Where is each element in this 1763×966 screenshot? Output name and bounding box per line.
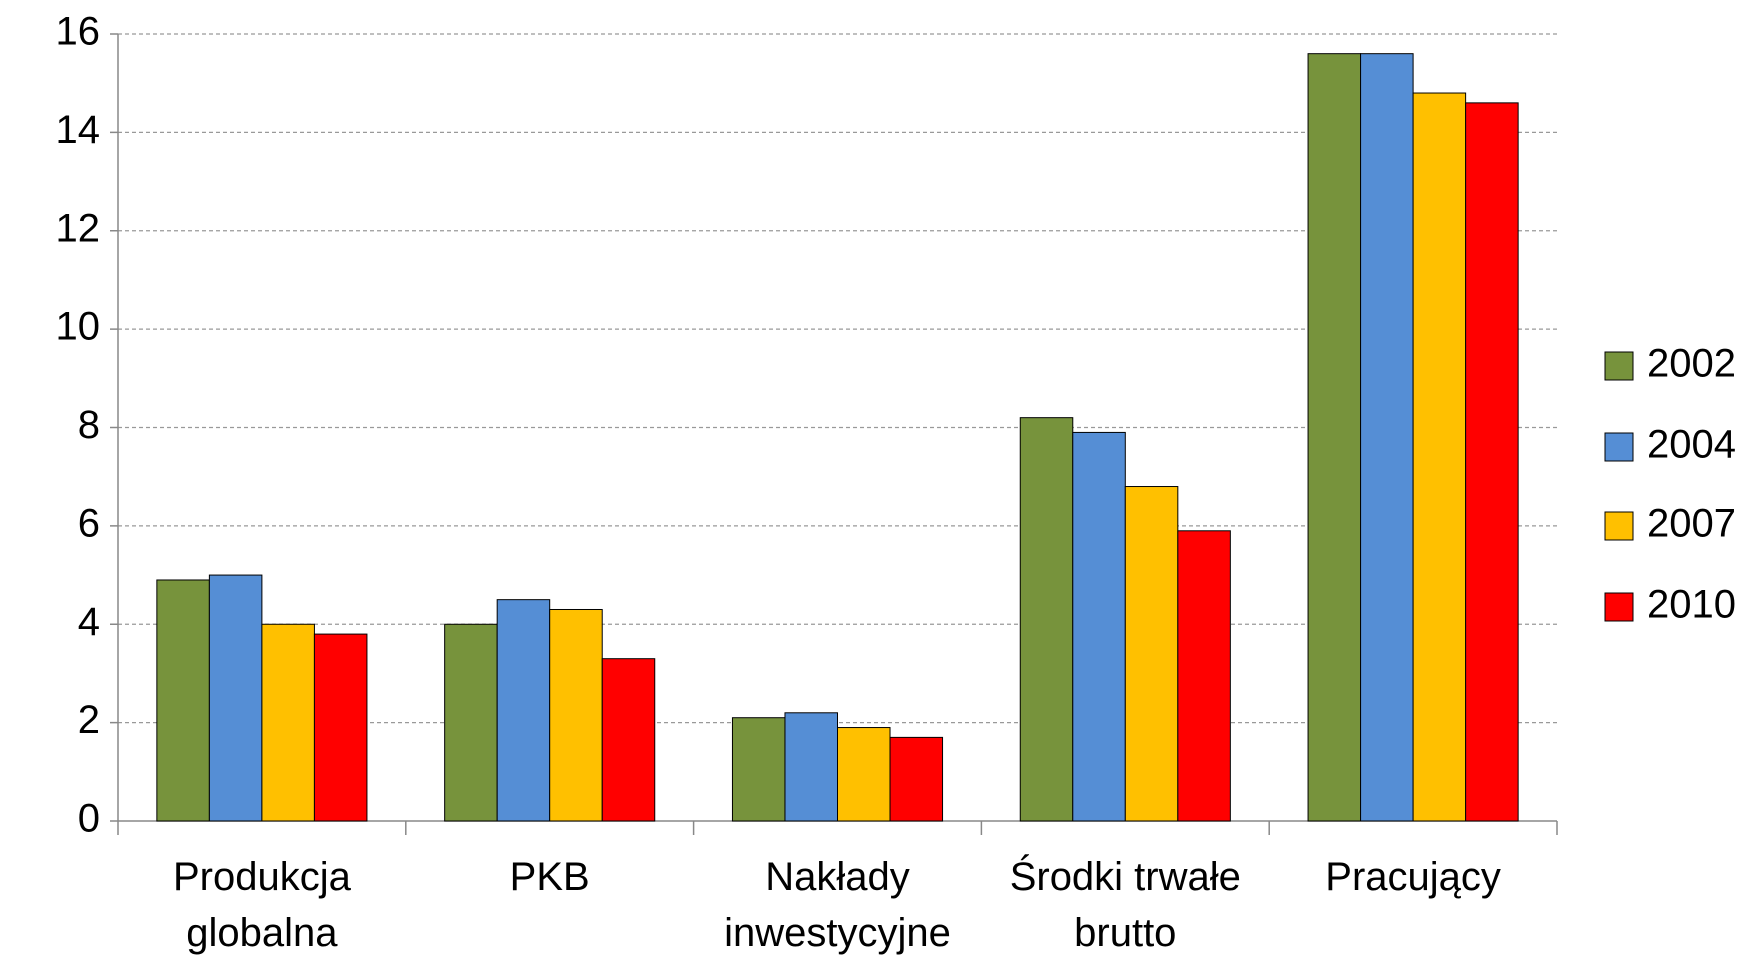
y-tick-label: 8 bbox=[78, 403, 100, 447]
legend-swatch bbox=[1604, 432, 1634, 462]
x-tick-label: Nakłady inwestycyjne bbox=[724, 855, 951, 955]
legend-label: 2002 bbox=[1647, 342, 1736, 386]
y-tick-label: 12 bbox=[56, 206, 101, 250]
x-tick-label: Pracujący bbox=[1325, 855, 1501, 899]
bar bbox=[549, 608, 603, 822]
bar bbox=[444, 623, 498, 822]
y-tick-label: 2 bbox=[78, 698, 100, 742]
bar bbox=[1307, 53, 1362, 822]
bar bbox=[1019, 417, 1074, 822]
bar bbox=[208, 574, 263, 822]
bar bbox=[261, 623, 315, 822]
legend-swatch bbox=[1604, 351, 1634, 381]
legend-swatch bbox=[1604, 592, 1634, 622]
bar bbox=[1124, 486, 1179, 822]
x-tick-label: Środki trwałe brutto bbox=[1009, 855, 1241, 955]
bar bbox=[784, 712, 838, 822]
bar bbox=[1360, 53, 1414, 822]
bar bbox=[889, 736, 944, 822]
legend-label: 2010 bbox=[1647, 583, 1736, 627]
legend-swatch bbox=[1604, 511, 1634, 541]
x-tick-label: Produkcja globalna bbox=[172, 855, 351, 955]
bar bbox=[731, 717, 786, 822]
y-tick-label: 16 bbox=[56, 10, 101, 54]
legend-label: 2004 bbox=[1647, 423, 1736, 467]
bar bbox=[837, 727, 891, 822]
bar bbox=[601, 658, 656, 822]
bar bbox=[1465, 102, 1519, 822]
y-tick-label: 10 bbox=[56, 305, 101, 349]
bar bbox=[313, 633, 368, 822]
bar bbox=[156, 579, 210, 822]
bar bbox=[1072, 431, 1126, 822]
y-tick-label: 0 bbox=[78, 797, 100, 841]
legend-label: 2007 bbox=[1647, 502, 1736, 546]
y-tick-label: 4 bbox=[78, 600, 100, 644]
y-tick-label: 14 bbox=[56, 108, 101, 152]
x-tick-label: PKB bbox=[509, 855, 590, 899]
bar bbox=[1177, 530, 1231, 822]
y-tick-label: 6 bbox=[78, 501, 100, 545]
bar bbox=[1412, 92, 1467, 822]
bar bbox=[496, 599, 551, 822]
